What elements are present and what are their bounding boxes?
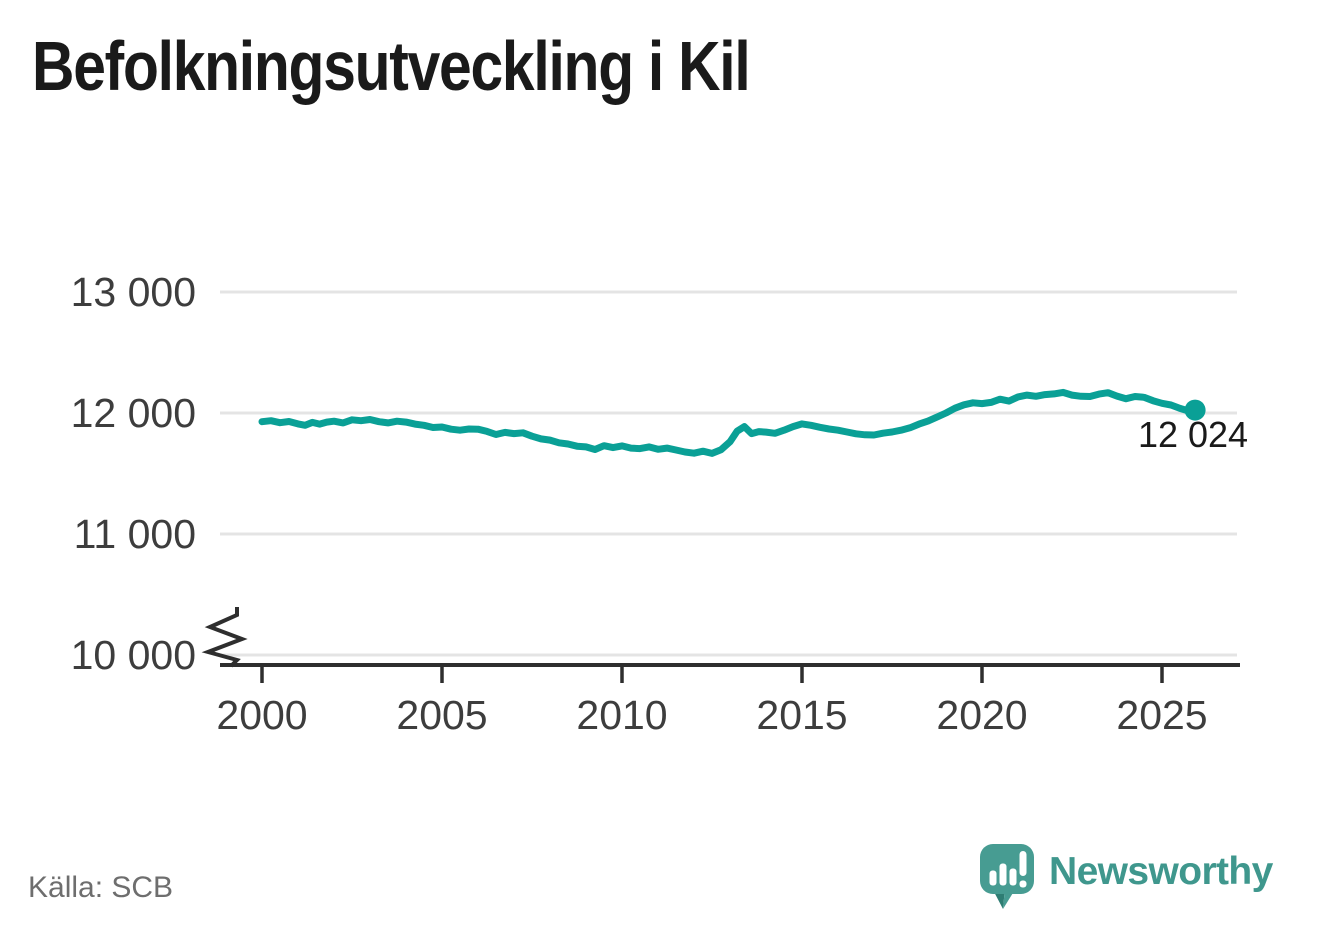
newsworthy-logo-icon (980, 844, 1034, 909)
chart-title: Befolkningsutveckling i Kil (32, 27, 751, 105)
x-axis-tick-label: 2020 (936, 692, 1028, 738)
x-axis-tick-label: 2000 (216, 692, 308, 738)
x-axis (220, 663, 1240, 683)
brand-name: Newsworthy (1049, 850, 1273, 893)
latest-value-dot (1184, 399, 1206, 421)
x-axis-tick-label: 2010 (576, 692, 668, 738)
population-line-series (258, 388, 1206, 457)
x-axis-tick-label: 2015 (756, 692, 848, 738)
x-axis-tick-label: 2025 (1116, 692, 1208, 738)
brand-logo-lockup: Newsworthy (978, 842, 1273, 910)
y-axis-tick-label: 13 000 (70, 269, 196, 315)
y-axis-tick-label: 11 000 (73, 511, 196, 557)
gridlines (220, 290, 1237, 657)
population-line (258, 388, 1199, 457)
y-axis-break-icon (201, 607, 248, 668)
source-note: Källa: SCB (28, 871, 174, 904)
latest-value-label: 12 024 (1137, 414, 1249, 455)
y-axis-tick-label: 12 000 (70, 390, 196, 436)
y-axis-tick-label: 10 000 (70, 632, 196, 678)
x-axis-tick-label: 2005 (396, 692, 488, 738)
